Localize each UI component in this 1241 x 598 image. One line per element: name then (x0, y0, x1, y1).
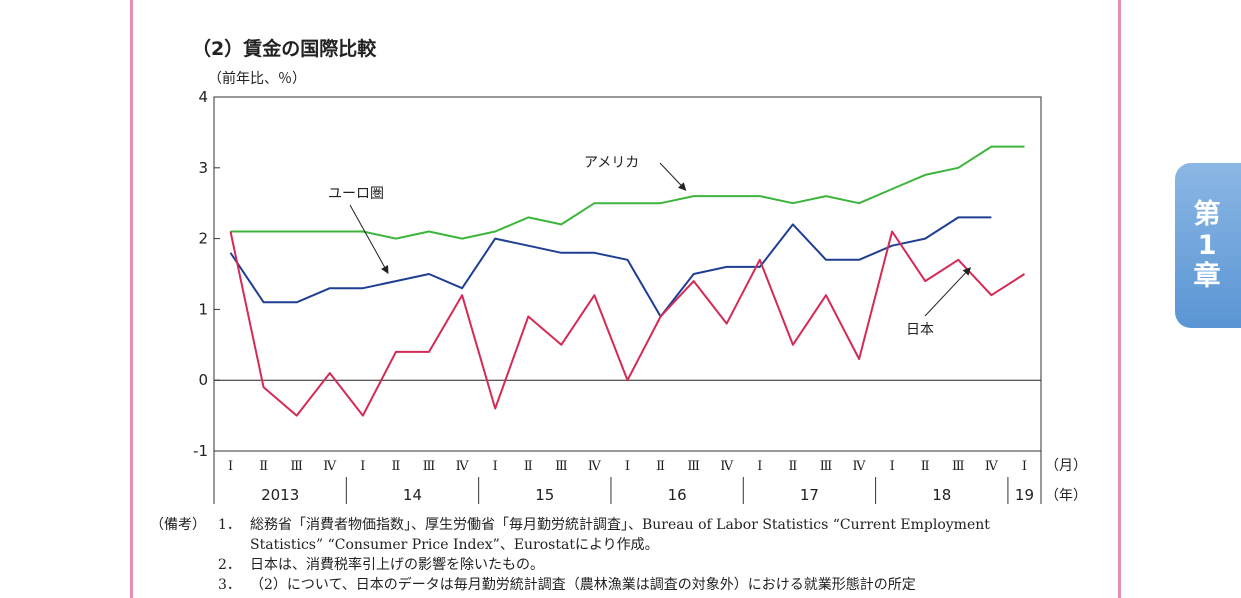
y-tick-label: -1 (193, 442, 208, 460)
x-quarter-label: Ⅱ (788, 459, 797, 474)
x-quarter-label: Ⅳ (720, 459, 734, 474)
chapter-tab-char-2: 1 (1197, 230, 1217, 261)
note-row: 3． （2）について、日本のデータは毎月勤労統計調査（農林漁業は調査の対象外）に… (150, 575, 1110, 595)
annotation-label: 日本 (906, 322, 934, 338)
note-text: 日本は、消費税率引上げの影響を除いたもの。 (250, 555, 1110, 575)
x-quarter-label: Ⅳ (985, 459, 999, 474)
note-number: 2． (218, 557, 241, 573)
series-line-アメリカ (230, 145, 1025, 240)
note-line: 総務省「消費者物価指数」、厚生労働省「毎月勤労統計調査」、Bureau of L… (250, 517, 990, 533)
note-number: 1． (218, 517, 241, 533)
note-text: （2）について、日本のデータは毎月勤労統計調査（農林漁業は調査の対象外）における… (250, 575, 1110, 595)
plot-frame (213, 96, 1042, 452)
x-quarter-label: Ⅰ (1022, 459, 1027, 474)
series-line-日本 (229, 230, 1026, 417)
chapter-tab-char-3: 章 (1193, 261, 1221, 292)
x-quarter-label: Ⅱ (656, 459, 665, 474)
annotation-arrow (349, 204, 389, 274)
note-row: （備考） 1． 総務省「消費者物価指数」、厚生労働省「毎月勤労統計調査」、Bur… (150, 515, 1110, 555)
x-quarter-label: Ⅲ (820, 459, 833, 474)
y-tick-label: 3 (198, 159, 208, 177)
series-line-ユーロ圏 (229, 216, 992, 318)
x-year-label: 14 (403, 486, 422, 504)
y-tick-label: 2 (198, 230, 208, 248)
annotation-arrow (659, 162, 687, 191)
x-quarter-label: Ⅱ (259, 459, 268, 474)
x-year-label: 17 (800, 486, 819, 504)
x-year-label: 2013 (261, 486, 299, 504)
y-tick-label: 1 (198, 300, 208, 318)
note-text: 総務省「消費者物価指数」、厚生労働省「毎月勤労統計調査」、Bureau of L… (250, 515, 1110, 555)
x-year-label: 18 (932, 486, 951, 504)
y-tick-label: 0 (198, 371, 208, 389)
x-quarter-label: Ⅰ (228, 459, 233, 474)
x-quarter-label: Ⅳ (323, 459, 337, 474)
x-quarter-label: Ⅱ (921, 459, 930, 474)
x-year-label: 15 (535, 486, 554, 504)
x-quarter-label: Ⅲ (952, 459, 965, 474)
x-year-label: 19 (1015, 486, 1034, 504)
section-title: （2）賃金の国際比較 (192, 38, 377, 60)
x-quarter-label: Ⅲ (290, 459, 303, 474)
x-quarter-label: Ⅰ (360, 459, 365, 474)
x-year-unit-label: （年） (1045, 488, 1087, 504)
notes: （備考） 1． 総務省「消費者物価指数」、厚生労働省「毎月勤労統計調査」、Bur… (150, 515, 1110, 595)
annotation-label: アメリカ (584, 155, 639, 171)
wage-comparison-chart: 4 3 2 1 0 -1 Ⅰ Ⅱ Ⅲ Ⅳ Ⅰ Ⅱ Ⅲ Ⅳ Ⅰ Ⅱ Ⅲ Ⅳ Ⅰ Ⅱ Ⅲ Ⅳ Ⅰ Ⅱ Ⅲ Ⅳ Ⅰ Ⅱ Ⅲ Ⅳ Ⅰ 2013 14 15… (193, 88, 1087, 504)
x-quarter-label: Ⅳ (588, 459, 602, 474)
annotation-arrow (924, 267, 971, 317)
x-quarter-label: Ⅰ (890, 459, 895, 474)
note-number: 3． (218, 577, 241, 593)
x-quarter-label: Ⅱ (392, 459, 401, 474)
x-month-unit-label: （月） (1045, 458, 1087, 474)
y-tick-label: 4 (198, 88, 208, 106)
x-quarter-label: Ⅱ (524, 459, 533, 474)
annotation-label: ユーロ圏 (328, 186, 384, 202)
note-line: （2）について、日本のデータは毎月勤労統計調査（農林漁業は調査の対象外）における… (250, 577, 916, 593)
note-row: 2． 日本は、消費税率引上げの影響を除いたもの。 (150, 555, 1110, 575)
chapter-tab-char-1: 第 (1193, 199, 1221, 230)
x-quarter-label: Ⅲ (555, 459, 568, 474)
notes-label: （備考） (150, 517, 206, 533)
x-quarter-label: Ⅲ (423, 459, 436, 474)
x-quarter-label: Ⅰ (757, 459, 762, 474)
note-line: 日本は、消費税率引上げの影響を除いたもの。 (250, 557, 544, 573)
page-border-left (130, 0, 133, 598)
x-quarter-label: Ⅳ (853, 459, 867, 474)
x-quarter-label: Ⅰ (493, 459, 498, 474)
chapter-tab[interactable]: 第 1 章 (1175, 163, 1241, 328)
note-line: Statistics” “Consumer Price Index”、Euros… (250, 537, 659, 553)
x-year-label: 16 (668, 486, 687, 504)
x-quarter-label: Ⅲ (687, 459, 700, 474)
x-quarter-label: Ⅰ (625, 459, 630, 474)
y-axis-unit-label: （前年比、％） (208, 71, 306, 87)
page-border-right (1118, 0, 1121, 598)
x-quarter-label: Ⅳ (456, 459, 470, 474)
